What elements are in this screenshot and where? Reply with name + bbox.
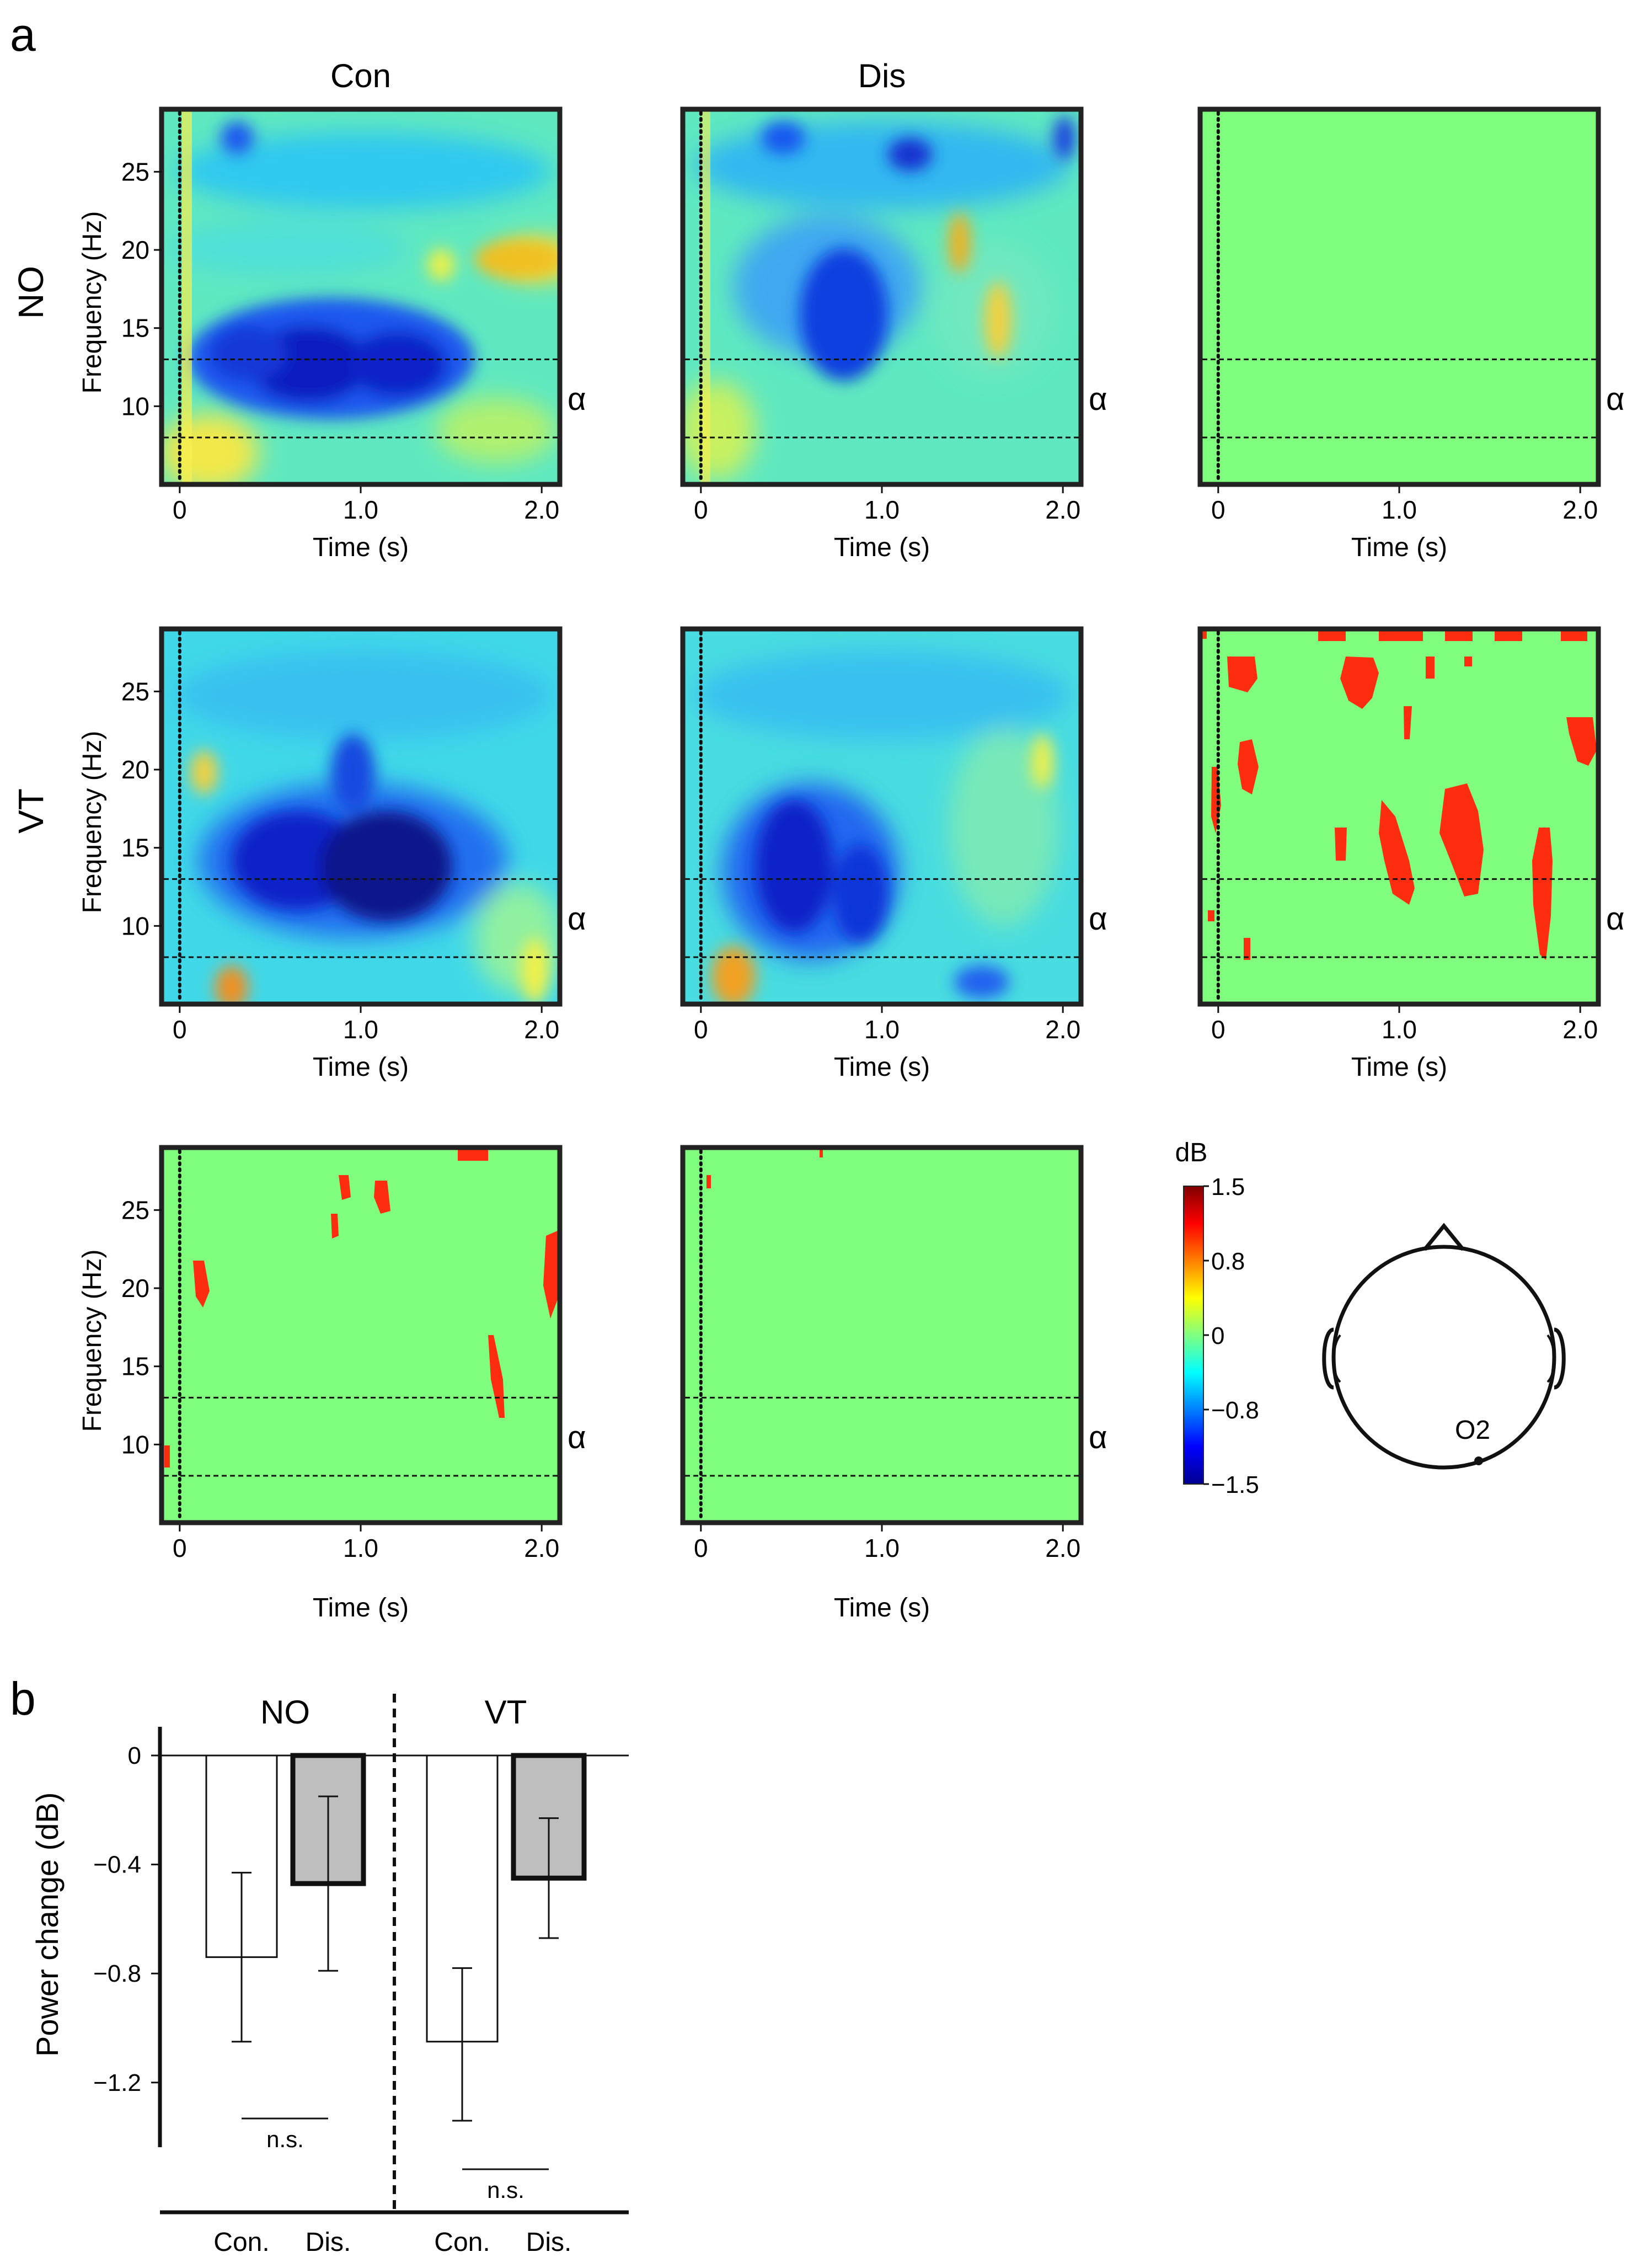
bar-y-tick-label: −1.2 [93,2069,141,2096]
y-tick-label: 15 [121,314,149,343]
bar-y-tick-label: −0.8 [93,1960,141,1987]
x-axis-label: Time (s) [834,1593,930,1623]
x-axis-label: Time (s) [313,1593,409,1623]
y-tick-label: 15 [121,834,149,862]
group-label: NO [260,1694,310,1731]
x-tick-label: 1.0 [864,495,900,524]
x-axis-label: Time (s) [313,533,409,562]
alpha-label: α [1606,381,1625,417]
x-tick-label: 2.0 [1045,1534,1080,1562]
bar-chart: 0 −0.4 −0.8 −1.2 Power change (dB) NO Con. Dis.… [30,1694,629,2257]
y-tick-label: 20 [121,755,149,784]
y-tick-label: 25 [121,677,149,706]
y-axis-label: Frequency (Hz) [78,731,107,914]
x-tick-label: 1.0 [343,1534,378,1562]
x-tick-label: 1.0 [864,1015,900,1044]
x-tick-label: 0 [173,495,187,524]
alpha-label: α [1089,381,1107,417]
x-tick-label: 2.0 [524,1534,559,1562]
x-tick-label: 0 [694,495,708,524]
x-tick-label: 0 [173,1534,187,1562]
y-tick-label: 20 [121,1274,149,1303]
electrode-marker [1474,1456,1483,1465]
comparison-label: n.s. [487,2177,525,2203]
x-tick-label: 1.0 [343,1015,378,1044]
x-tick-label: 0 [173,1015,187,1044]
bar-y-tick-label: 0 [128,1742,141,1769]
heatmap-vt-con [159,626,563,1007]
heatmap-no-con [159,106,563,487]
x-tick-label: 0 [1211,1015,1225,1044]
colorbar-tick-label: −1.5 [1211,1471,1259,1498]
significance-map-no [1197,106,1601,487]
row-label-vt: VT [11,788,51,834]
alpha-label: α [568,381,586,417]
category-label: Dis. [526,2228,572,2257]
x-tick-label: 2.0 [524,495,559,524]
x-tick-label: 1.0 [1382,495,1417,524]
x-tick-label: 0 [694,1015,708,1044]
y-tick-label: 25 [121,1196,149,1224]
alpha-label: α [1089,1419,1107,1455]
column-title-con: Con [330,57,391,94]
x-tick-label: 2.0 [1045,495,1080,524]
significance-map-vt [1197,626,1601,1007]
y-tick-label: 10 [121,911,149,940]
category-label: Con. [434,2228,490,2257]
heatmap-no-dis [680,106,1084,487]
colorbar-tick-label: −0.8 [1211,1397,1259,1424]
category-label: Dis. [306,2228,351,2257]
x-tick-label: 1.0 [864,1534,900,1562]
x-tick-label: 2.0 [1562,1015,1598,1044]
alpha-label: α [568,1419,586,1455]
x-axis-label: Time (s) [1351,1053,1447,1082]
panel-b-label: b [10,1673,36,1725]
alpha-label: α [1089,901,1107,937]
y-tick-label: 15 [121,1352,149,1381]
colorbar: dB 1.5 0.8 0 −0.8 −1.5 [1175,1138,1259,1498]
x-tick-label: 1.0 [343,495,378,524]
significance-map-con [159,1145,563,1525]
x-axis-label: Time (s) [834,533,930,562]
bar-y-tick-label: −0.4 [93,1851,141,1879]
y-axis-label: Frequency (Hz) [78,1250,107,1432]
y-tick-label: 20 [121,236,149,264]
x-tick-label: 2.0 [1562,495,1598,524]
y-axis-label: Frequency (Hz) [78,211,107,394]
y-tick-label: 10 [121,392,149,420]
heatmap-vt-dis [680,626,1084,1007]
column-title-dis: Dis [858,57,906,94]
x-axis-label: Time (s) [834,1053,930,1082]
y-tick-label: 10 [121,1430,149,1459]
electrode-label: O2 [1455,1416,1490,1445]
colorbar-unit: dB [1175,1138,1208,1167]
x-tick-label: 0 [1211,495,1225,524]
x-tick-label: 2.0 [1045,1015,1080,1044]
alpha-label: α [1606,901,1625,937]
colorbar-tick-label: 0 [1211,1322,1224,1349]
heatmap-overlays: α 0 1.0 2.0 Time (s) 25 20 15 10 Frequency (Hz) α 0… [78,111,1625,1623]
x-axis-label: Time (s) [1351,533,1447,562]
alpha-label: α [568,901,586,937]
significance-map-dis [680,1145,1084,1525]
head-diagram [1322,1223,1566,1470]
y-tick-label: 25 [121,157,149,186]
row-label-no: NO [11,266,51,319]
panel-a-label: a [10,9,36,61]
colorbar-tick-label: 1.5 [1211,1173,1245,1200]
colorbar-tick-label: 0.8 [1211,1248,1245,1275]
group-label: VT [485,1694,527,1731]
comparison-label: n.s. [266,2126,304,2152]
x-tick-label: 0 [694,1534,708,1562]
x-tick-label: 2.0 [524,1015,559,1044]
x-axis-label: Time (s) [313,1053,409,1082]
bar-y-axis-label: Power change (dB) [30,1792,65,2057]
category-label: Con. [213,2228,269,2257]
x-tick-label: 1.0 [1382,1015,1417,1044]
